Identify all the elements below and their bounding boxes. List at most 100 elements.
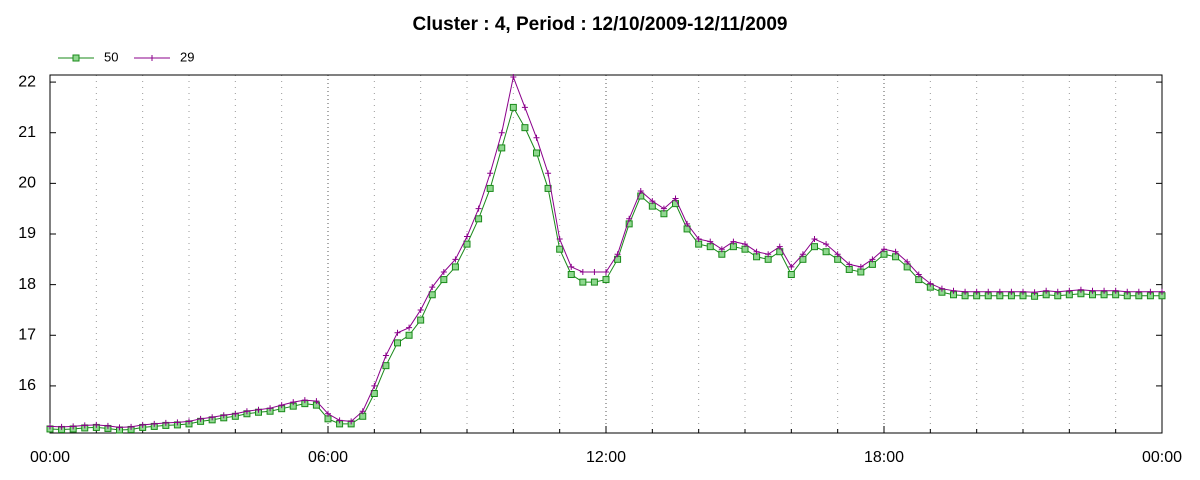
marker bbox=[602, 276, 610, 284]
legend-label: 50 bbox=[104, 49, 118, 64]
marker bbox=[742, 241, 748, 248]
marker bbox=[1066, 287, 1073, 294]
x-tick-label: 18:00 bbox=[864, 449, 904, 466]
marker bbox=[1089, 287, 1096, 294]
marker bbox=[857, 263, 864, 270]
marker bbox=[603, 268, 609, 275]
marker bbox=[973, 288, 980, 295]
marker bbox=[915, 271, 922, 278]
marker bbox=[394, 339, 401, 347]
marker bbox=[684, 220, 691, 227]
x-tick-label: 12:00 bbox=[586, 449, 626, 466]
marker bbox=[359, 408, 366, 415]
marker bbox=[313, 398, 320, 405]
marker bbox=[487, 170, 494, 177]
marker bbox=[197, 415, 204, 422]
marker bbox=[382, 352, 389, 359]
marker bbox=[568, 263, 575, 270]
marker bbox=[776, 243, 783, 250]
marker bbox=[707, 238, 714, 245]
marker bbox=[174, 419, 181, 426]
marker bbox=[962, 288, 969, 295]
x-tick-label: 00:00 bbox=[30, 449, 70, 466]
marker bbox=[591, 268, 598, 275]
y-tick-label: 19 bbox=[18, 225, 36, 242]
marker bbox=[509, 103, 517, 111]
marker bbox=[104, 422, 111, 429]
marker bbox=[927, 280, 934, 287]
marker bbox=[579, 268, 586, 275]
marker bbox=[985, 288, 992, 295]
marker bbox=[301, 397, 308, 404]
marker bbox=[440, 268, 447, 275]
marker bbox=[649, 198, 656, 205]
marker bbox=[116, 424, 123, 431]
legend-marker bbox=[149, 55, 155, 61]
legend-label: 29 bbox=[180, 49, 194, 64]
y-tick-label: 18 bbox=[18, 276, 36, 293]
marker bbox=[151, 420, 158, 427]
marker bbox=[892, 248, 899, 255]
marker bbox=[428, 291, 436, 299]
marker bbox=[660, 205, 667, 212]
marker bbox=[1008, 288, 1015, 295]
marker bbox=[278, 402, 285, 409]
marker bbox=[186, 418, 192, 425]
marker bbox=[730, 238, 737, 245]
marker bbox=[787, 271, 795, 279]
marker bbox=[209, 414, 216, 421]
marker bbox=[556, 236, 563, 243]
marker bbox=[1112, 287, 1119, 294]
marker bbox=[336, 417, 343, 424]
marker bbox=[533, 134, 540, 141]
marker bbox=[672, 195, 679, 202]
marker bbox=[1135, 288, 1142, 295]
marker bbox=[58, 423, 65, 430]
marker bbox=[799, 251, 806, 258]
marker bbox=[765, 251, 772, 258]
marker bbox=[451, 263, 459, 271]
marker bbox=[834, 251, 841, 258]
marker bbox=[1043, 287, 1050, 294]
marker bbox=[533, 149, 540, 157]
marker bbox=[1020, 288, 1026, 295]
marker bbox=[510, 74, 517, 81]
marker bbox=[695, 236, 702, 243]
marker bbox=[139, 421, 146, 428]
marker bbox=[1054, 288, 1061, 295]
marker bbox=[637, 187, 644, 194]
marker bbox=[590, 278, 598, 286]
marker bbox=[417, 316, 425, 324]
marker bbox=[475, 215, 483, 223]
marker bbox=[70, 423, 77, 430]
marker bbox=[47, 423, 53, 430]
marker bbox=[846, 261, 853, 268]
marker bbox=[452, 256, 459, 263]
marker bbox=[406, 324, 413, 331]
marker bbox=[498, 129, 505, 136]
marker bbox=[429, 284, 436, 291]
y-tick-label: 17 bbox=[18, 326, 36, 343]
marker bbox=[486, 184, 494, 192]
legend-marker bbox=[72, 54, 80, 62]
x-tick-label: 00:00 bbox=[1142, 449, 1182, 466]
marker bbox=[881, 246, 887, 253]
y-tick-label: 20 bbox=[18, 175, 36, 192]
marker bbox=[904, 258, 911, 265]
marker bbox=[1031, 289, 1038, 296]
marker bbox=[626, 215, 633, 222]
y-tick-label: 21 bbox=[18, 124, 36, 141]
marker bbox=[614, 251, 621, 258]
marker bbox=[128, 423, 135, 430]
marker bbox=[996, 288, 1003, 295]
marker bbox=[567, 271, 575, 279]
marker bbox=[348, 418, 355, 425]
marker bbox=[950, 287, 957, 294]
plot-frame bbox=[49, 74, 1163, 434]
marker bbox=[290, 399, 297, 406]
marker bbox=[1159, 288, 1165, 295]
marker bbox=[417, 306, 424, 313]
marker bbox=[521, 104, 528, 111]
marker bbox=[220, 412, 227, 419]
